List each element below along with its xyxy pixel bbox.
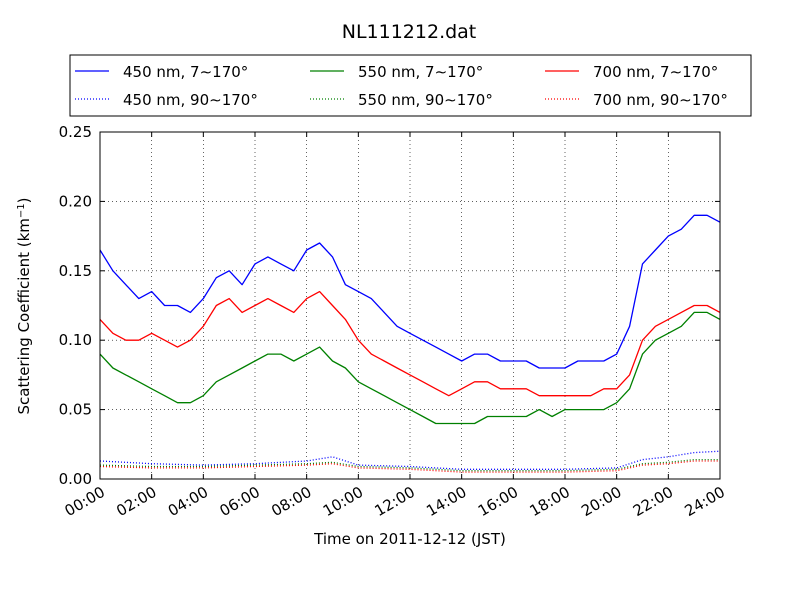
y-axis-label: Scattering Coefficient (km−1): [15, 197, 33, 414]
x-tick-label: 18:00: [527, 483, 573, 520]
legend-label: 550 nm, 7∼170°: [358, 63, 483, 81]
x-tick-label: 22:00: [630, 483, 676, 520]
y-tick-label: 0.25: [59, 123, 92, 141]
legend-label: 450 nm, 90∼170°: [123, 91, 258, 109]
x-tick-label: 16:00: [475, 483, 521, 520]
grid: [100, 132, 720, 479]
legend-label: 450 nm, 7∼170°: [123, 63, 248, 81]
legend: 450 nm, 7∼170° 450 nm, 90∼170° 550 nm, 7∼1…: [69, 54, 752, 117]
x-tick-label: 24:00: [682, 483, 728, 520]
legend-box: [69, 54, 752, 117]
y-tick-label: 0.05: [59, 401, 92, 419]
series-line: [99, 458, 720, 472]
x-tick-label: 20:00: [578, 483, 624, 520]
series-line: [99, 311, 721, 425]
x-tick-label: 12:00: [372, 483, 418, 520]
x-tick-label: 00:00: [62, 483, 108, 520]
y-tick-label: 0.10: [59, 331, 92, 349]
x-tick-label: 06:00: [217, 483, 263, 520]
x-tick-label: 14:00: [423, 483, 469, 520]
chart-title: NL111212.dat: [342, 21, 477, 43]
series-line: [99, 450, 721, 470]
legend-label: 700 nm, 90∼170°: [593, 91, 728, 109]
x-tick-label: 02:00: [113, 483, 159, 520]
series-line: [99, 214, 721, 369]
series-line: [99, 460, 720, 473]
series-line: [99, 290, 721, 397]
x-axis-label: Time on 2011-12-12 (JST): [313, 530, 506, 548]
y-tick-label: 0.00: [59, 470, 92, 488]
y-tick-label: 0.15: [59, 262, 92, 280]
legend-label: 550 nm, 90∼170°: [358, 91, 493, 109]
legend-label: 700 nm, 7∼170°: [593, 63, 718, 81]
plot-series: [99, 214, 721, 473]
x-tick-label: 04:00: [165, 483, 211, 520]
y-tick-label: 0.20: [59, 192, 92, 210]
x-tick-label: 08:00: [268, 483, 314, 520]
x-tick-label: 10:00: [320, 483, 366, 520]
y-axis-unit-exponent: −1: [16, 203, 27, 218]
